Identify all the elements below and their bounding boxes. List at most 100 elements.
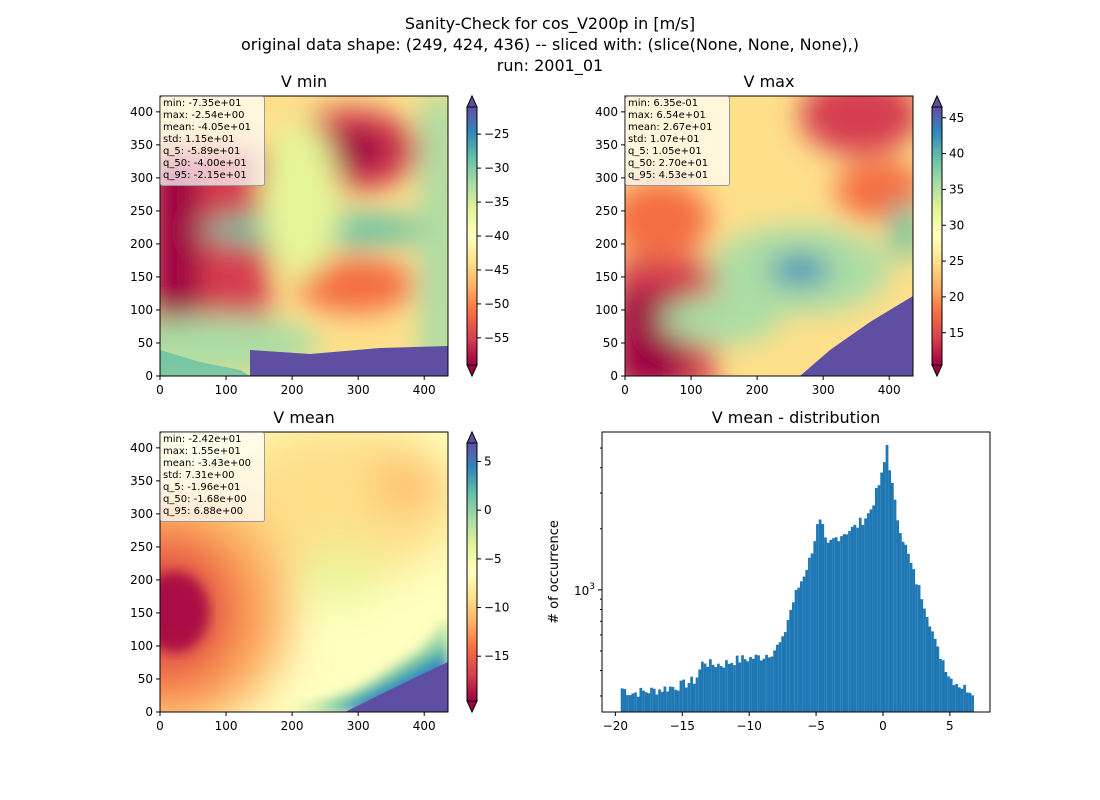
- y-tick-label-v-mean: 0: [145, 705, 153, 719]
- histogram-bar: [848, 531, 851, 712]
- histogram-bar: [754, 654, 758, 712]
- histogram-bar: [944, 671, 948, 712]
- x-tick-label-histogram: 0: [879, 719, 887, 733]
- stats-line-v-mean: q_5: -1.96e+01: [163, 482, 240, 493]
- y-tick-label-v-mean: 200: [130, 573, 153, 587]
- histogram-bar: [872, 505, 875, 712]
- x-tick-label-v-mean: 100: [215, 719, 238, 733]
- colorbar-tick-label-v-min: −40: [484, 229, 509, 243]
- y-tick-label-v-min: 0: [145, 369, 153, 383]
- y-tick-label-v-min: 250: [130, 204, 153, 218]
- x-tick-label-v-min: 300: [347, 383, 370, 397]
- x-tick-label-histogram: −5: [807, 719, 825, 733]
- y-tick-label-v-max: 300: [595, 171, 618, 185]
- histogram-bar: [690, 676, 694, 712]
- colorbar-tick-label-v-mean: 5: [484, 454, 492, 468]
- histogram-bar: [781, 636, 785, 712]
- colorbar-tick-label-v-mean: −10: [484, 601, 509, 615]
- histogram-bar: [730, 663, 734, 712]
- histogram-bar: [834, 537, 838, 712]
- histogram-bar: [856, 527, 859, 712]
- stats-box-frame-v-max: [625, 96, 730, 186]
- stats-line-v-min: q_5: -5.89e+01: [163, 146, 240, 157]
- colorbar-tick-label-v-mean: −5: [484, 552, 502, 566]
- histogram-bar: [957, 687, 961, 712]
- colorbar-v-mean: [466, 430, 478, 714]
- y-tick-label-v-mean: 250: [130, 540, 153, 554]
- histogram-bar: [845, 534, 849, 712]
- x-tick-label-histogram: −15: [670, 719, 695, 733]
- colorbar-tick-label-v-max: 30: [949, 218, 964, 232]
- histogram-bar: [671, 686, 675, 712]
- stats-line-v-mean: q_95: 6.88e+00: [163, 506, 243, 517]
- histogram-bar: [773, 650, 776, 712]
- x-tick-label-v-min: 200: [281, 383, 304, 397]
- histogram-bar: [840, 536, 843, 712]
- panel-title-v-mean: V mean: [273, 408, 335, 427]
- y-tick-label-v-min: 100: [130, 303, 153, 317]
- histogram-bar: [832, 538, 835, 712]
- histogram-bar: [735, 655, 739, 712]
- histogram-bar: [634, 692, 637, 712]
- histogram-bar: [936, 646, 940, 712]
- x-tick-label-v-max: 400: [878, 383, 901, 397]
- histogram-bar: [813, 541, 817, 712]
- histogram-bar: [770, 656, 774, 712]
- histogram-bar: [933, 638, 937, 712]
- stats-line-v-max: mean: 2.67e+01: [628, 122, 712, 133]
- histogram-bar: [896, 520, 900, 712]
- y-tick-label-v-max: 150: [595, 270, 618, 284]
- y-tick-label-v-mean: 150: [130, 606, 153, 620]
- histogram-bar: [874, 488, 878, 712]
- stats-box-frame-v-mean: [160, 432, 265, 522]
- heatmap-v-min: [159, 95, 449, 377]
- histogram-bar: [877, 485, 881, 712]
- histogram-bar: [941, 660, 945, 712]
- histogram-bar: [727, 663, 731, 712]
- histogram-bar: [907, 553, 910, 712]
- histogram-bar: [925, 616, 929, 712]
- colorbar-v-min: [466, 94, 478, 378]
- histogram-bar: [698, 669, 702, 712]
- histogram-bar: [725, 660, 728, 712]
- histogram-bar: [850, 526, 854, 712]
- histogram-bar: [800, 581, 803, 712]
- axes-ticks-layer: 0 100 200 300 400050100150200250300350400−25…: [130, 105, 964, 733]
- histogram-bar: [949, 678, 953, 712]
- histogram-bar: [794, 589, 798, 712]
- histogram-bar: [952, 685, 956, 712]
- histogram-bar: [701, 661, 704, 712]
- stats-line-v-max: q_50: 2.70e+01: [628, 158, 708, 169]
- histogram-bar: [751, 658, 755, 712]
- x-tick-label-v-mean: 200: [281, 719, 304, 733]
- stats-box-frame-v-min: [160, 96, 265, 186]
- histogram-bar: [810, 553, 814, 712]
- histogram-bar: [904, 544, 908, 712]
- stats-line-v-mean: min: -2.42e+01: [163, 434, 242, 445]
- histogram-bar: [901, 541, 905, 712]
- histogram-bar: [826, 542, 830, 712]
- histogram-bar: [802, 576, 806, 712]
- histogram-bar: [955, 683, 958, 712]
- histogram-bar: [650, 687, 653, 712]
- x-tick-label-v-min: 0: [156, 383, 164, 397]
- y-tick-label-v-mean: 350: [130, 474, 153, 488]
- x-tick-label-histogram: −10: [737, 719, 762, 733]
- y-tick-label-v-mean: 300: [130, 507, 153, 521]
- histogram-bar: [682, 679, 686, 712]
- colorbar-tick-label-v-max: 15: [949, 326, 964, 340]
- histogram-bar: [738, 662, 742, 712]
- colorbar-tick-label-v-min: −50: [484, 297, 509, 311]
- figure-title-line-3: run: 2001_01: [496, 56, 604, 75]
- histogram-bar: [853, 524, 857, 712]
- x-tick-label-histogram: −20: [603, 719, 628, 733]
- histogram-bar: [821, 523, 825, 712]
- histogram-bar: [714, 667, 718, 712]
- stats-line-v-min: q_50: -4.00e+01: [163, 158, 247, 169]
- colorbar-v-max: [931, 94, 943, 378]
- stats-line-v-max: min: 6.35e-01: [628, 98, 698, 109]
- y-tick-label-v-mean: 100: [130, 639, 153, 653]
- colorbar-tick-label-v-min: −25: [484, 127, 509, 141]
